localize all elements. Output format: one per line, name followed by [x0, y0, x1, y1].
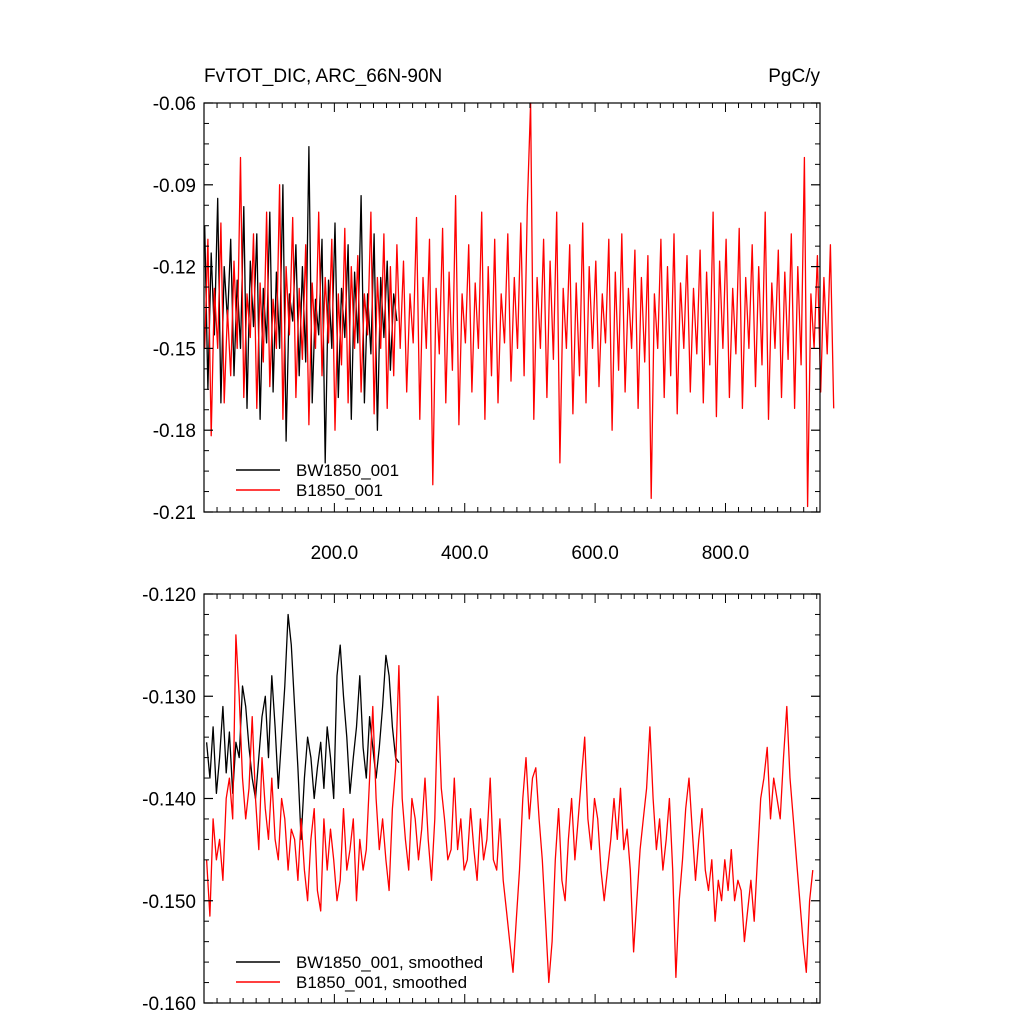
top-y-tick-label: -0.12 [153, 258, 196, 279]
top-y-tick-label: -0.21 [153, 503, 196, 524]
top-x-tick-label: 800.0 [702, 543, 750, 564]
bottom-series-line-2 [205, 634, 814, 984]
bottom-chart-panel: -0.120 -0.130 -0.140 -0.150 -0.160 BW1850_001… [142, 585, 821, 1015]
top-y-tick-label: -0.06 [153, 94, 196, 115]
top-y-tick-label: -0.15 [153, 339, 196, 360]
top-y-tick-label: -0.09 [153, 176, 196, 197]
top-chart-panel: -0.06 -0.09 -0.12 -0.15 -0.18 -0.21 200.0 400.0… [153, 94, 835, 564]
top-y-tick-label: -0.18 [153, 421, 196, 442]
top-x-tick-label: 600.0 [571, 543, 619, 564]
top-legend-label-2: B1850_001 [296, 481, 383, 500]
top-x-tick-label: 400.0 [441, 543, 489, 564]
top-legend-label-1: BW1850_001 [296, 461, 399, 480]
top-series-line-2 [204, 102, 835, 508]
bottom-y-tick-label: -0.140 [142, 790, 196, 811]
bottom-legend-label-1: BW1850_001, smoothed [296, 953, 483, 972]
bottom-y-tick-label: -0.150 [142, 892, 196, 913]
bottom-plot-frame [203, 593, 821, 1004]
bottom-y-tick-label: -0.130 [142, 687, 196, 708]
bottom-legend-label-2: B1850_001, smoothed [296, 973, 467, 992]
top-chart-title: FvTOT_DIC, ARC_66N-90N [204, 66, 442, 87]
top-x-tick-label: 200.0 [311, 543, 359, 564]
bottom-series-line-1 [205, 613, 400, 841]
top-chart-units: PgC/y [768, 66, 820, 87]
bottom-y-tick-label: -0.120 [142, 585, 196, 606]
bottom-y-tick-label: -0.160 [142, 994, 196, 1015]
